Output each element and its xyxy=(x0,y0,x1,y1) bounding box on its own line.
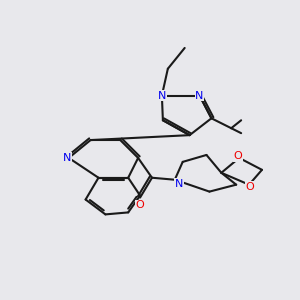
Text: O: O xyxy=(246,182,254,192)
Text: N: N xyxy=(63,153,71,163)
Text: O: O xyxy=(136,200,145,211)
Text: N: N xyxy=(195,91,204,100)
Text: O: O xyxy=(234,151,243,161)
Text: N: N xyxy=(158,91,166,100)
Text: N: N xyxy=(175,179,183,189)
